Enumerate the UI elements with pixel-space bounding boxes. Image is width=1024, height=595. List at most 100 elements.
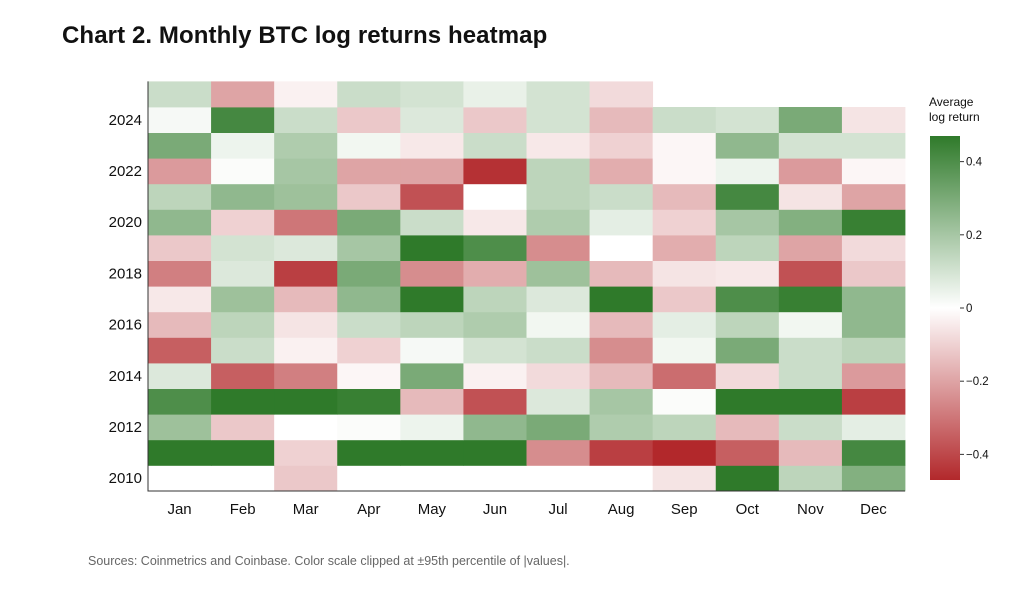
x-tick-label-dec: Dec — [860, 501, 887, 518]
heatmap-cell-2012-jul — [526, 414, 590, 441]
heatmap-cell-2024-sep — [652, 107, 717, 133]
heatmap-cell-2021-mar — [274, 183, 338, 210]
heatmap-cell-2013-oct — [715, 388, 780, 415]
heatmap-cell-2011-sep — [652, 439, 717, 466]
heatmap-cell-2022-sep — [652, 158, 717, 185]
heatmap-cell-2012-feb — [211, 414, 275, 441]
x-tick-label-jun: Jun — [483, 501, 507, 518]
heatmap-cell-2023-may — [400, 132, 464, 159]
heatmap-cell-2020-apr — [337, 209, 401, 236]
heatmap-cell-2010-aug — [589, 465, 654, 492]
heatmap-cell-2020-may — [400, 209, 464, 236]
x-tick-label-aug: Aug — [608, 501, 635, 518]
heatmap-cell-2025-jun — [463, 81, 527, 108]
chart-title: Chart 2. Monthly BTC log returns heatmap — [62, 22, 548, 49]
heatmap-cell-2016-jan — [148, 311, 212, 338]
heatmap-cell-2016-dec — [841, 311, 906, 338]
y-tick-label-2014: 2014 — [109, 368, 142, 385]
heatmap-cell-2010-mar — [274, 465, 338, 492]
heatmap-cell-2022-aug — [589, 158, 654, 185]
y-axis-ticks: 2010 2012 2014 2016 2018 2020 2022 2024 — [109, 112, 142, 487]
x-tick-label-nov: Nov — [797, 501, 824, 518]
heatmap-cell-2022-dec — [841, 158, 906, 185]
heatmap-cell-2019-sep — [652, 235, 717, 261]
heatmap-cell-2015-feb — [211, 337, 275, 364]
heatmap-cell-2013-may — [400, 388, 464, 415]
heatmap-cell-2014-nov — [778, 363, 843, 389]
heatmap-cell-2019-aug — [589, 235, 654, 261]
x-tick-label-feb: Feb — [230, 501, 256, 518]
heatmap-cell-2017-sep — [652, 286, 717, 313]
colorbar-title: Average log return — [929, 95, 980, 124]
heatmap-cell-2015-aug — [589, 337, 654, 364]
heatmap-cell-2022-jun — [463, 158, 527, 185]
heatmap-cell-2020-jul — [526, 209, 590, 236]
heatmap-cell-2013-apr — [337, 388, 401, 415]
heatmap-cell-2019-nov — [778, 235, 843, 261]
x-tick-label-jul: Jul — [548, 501, 567, 518]
heatmap-cell-2022-oct — [715, 158, 780, 185]
heatmap-cell-2012-jun — [463, 414, 527, 441]
heatmap-cell-2020-sep — [652, 209, 717, 236]
heatmap-cell-2015-may — [400, 337, 464, 364]
heatmap-cell-2017-jul — [526, 286, 590, 313]
heatmap-cell-2012-dec — [841, 414, 906, 441]
heatmap-cell-2023-aug — [589, 132, 654, 159]
heatmap-cell-2013-aug — [589, 388, 654, 415]
heatmap-cell-2017-feb — [211, 286, 275, 313]
heatmap-cell-2019-feb — [211, 235, 275, 261]
heatmap-cell-2016-oct — [715, 311, 780, 338]
heatmap-cell-2017-jun — [463, 286, 527, 313]
heatmap-cell-2023-apr — [337, 132, 401, 159]
heatmap-cell-2011-dec — [841, 439, 906, 466]
heatmap-cell-2015-apr — [337, 337, 401, 364]
heatmap-cell-2022-may — [400, 158, 464, 185]
heatmap-cell-2019-may — [400, 235, 464, 261]
heatmap-cell-2024-oct — [715, 107, 780, 133]
heatmap-cell-2017-apr — [337, 286, 401, 313]
heatmap-cell-2017-jan — [148, 286, 212, 313]
colorbar-tick-label: −0.2 — [966, 376, 989, 388]
heatmap-cell-2013-dec — [841, 388, 906, 415]
heatmap-cell-2022-feb — [211, 158, 275, 185]
heatmap-cell-2023-jul — [526, 132, 590, 159]
heatmap-cell-2011-apr — [337, 439, 401, 466]
heatmap-cell-2011-mar — [274, 439, 338, 466]
heatmap-cell-2024-jan — [148, 107, 212, 133]
heatmap-cells — [147, 81, 906, 492]
heatmap-cell-2025-jan — [148, 81, 212, 108]
heatmap-cell-2024-nov — [778, 107, 843, 133]
heatmap-cell-2021-apr — [337, 183, 401, 210]
heatmap-cell-2021-dec — [841, 183, 906, 210]
x-tick-label-jan: Jan — [167, 501, 191, 518]
heatmap-cell-2015-nov — [778, 337, 843, 364]
heatmap-cell-2013-nov — [778, 388, 843, 415]
heatmap-cell-2012-apr — [337, 414, 401, 441]
heatmap-cell-2017-dec — [841, 286, 906, 313]
heatmap-cell-2022-jul — [526, 158, 590, 185]
heatmap-cell-2010-nov — [778, 465, 843, 492]
heatmap-cell-2024-aug — [589, 107, 654, 133]
heatmap-cell-2017-may — [400, 286, 464, 313]
heatmap-cell-2022-apr — [337, 158, 401, 185]
heatmap-cell-2016-jun — [463, 311, 527, 338]
x-tick-label-oct: Oct — [736, 501, 760, 518]
heatmap-cell-2021-nov — [778, 183, 843, 210]
heatmap-cell-2020-jun — [463, 209, 527, 236]
heatmap-cell-2025-mar — [274, 81, 338, 108]
heatmap-cell-2024-dec — [841, 107, 906, 133]
heatmap-cell-2022-mar — [274, 158, 338, 185]
x-axis-ticks: Jan Feb Mar Apr May Jun Jul Aug Sep Oct Nov Dec — [167, 501, 887, 518]
heatmap-cell-2022-nov — [778, 158, 843, 185]
heatmap-cell-2016-nov — [778, 311, 843, 338]
heatmap-cell-2015-oct — [715, 337, 780, 364]
heatmap-cell-2020-mar — [274, 209, 338, 236]
y-tick-label-2018: 2018 — [109, 265, 142, 282]
heatmap-cell-2010-sep — [652, 465, 717, 492]
heatmap-cell-2015-sep — [652, 337, 717, 364]
heatmap-cell-2021-jun — [463, 183, 527, 210]
heatmap-cell-2019-apr — [337, 235, 401, 261]
heatmap-cell-2015-mar — [274, 337, 338, 364]
heatmap-cell-2018-sep — [652, 260, 717, 287]
heatmap-cell-2023-mar — [274, 132, 338, 159]
